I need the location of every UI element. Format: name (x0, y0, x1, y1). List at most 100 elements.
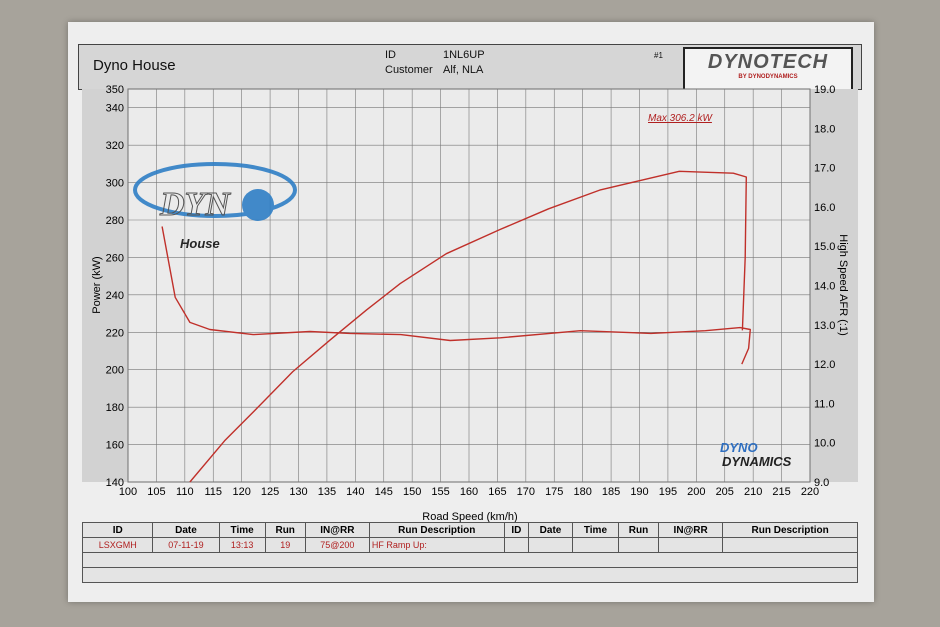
table-cell (617, 537, 660, 553)
x-tick-label: 210 (744, 486, 762, 498)
x-tick-label: 140 (346, 486, 364, 498)
x-tick-label: 215 (772, 486, 790, 498)
svg-text:DYNO: DYNO (720, 440, 758, 455)
column-header: Run Description (368, 522, 505, 538)
table-cell: 19 (264, 537, 306, 553)
dyno-house-logo: DYN House (133, 162, 297, 251)
table-cell (528, 537, 573, 553)
brand-logo-text: DYNOTECH (707, 51, 829, 73)
y-tick-label: 300 (106, 178, 124, 190)
customer-label: Customer (385, 64, 433, 76)
x-tick-label: 200 (687, 486, 705, 498)
series-group (161, 170, 751, 483)
y2-tick-label: 15.0 (814, 241, 835, 253)
right-axis-band (810, 89, 858, 482)
y-tick-label: 240 (106, 290, 124, 302)
column-header: Date (152, 522, 220, 538)
y-tick-label: 160 (106, 440, 124, 452)
y2-tick-label: 16.0 (814, 202, 835, 214)
brand-sub-text: BY DYNODYNAMICS (738, 74, 798, 80)
y-tick-label: 180 (106, 402, 124, 414)
y2-tick-label: 12.0 (814, 359, 835, 371)
run-table-empty-row (82, 552, 858, 568)
svg-text:DYN: DYN (159, 186, 231, 223)
svg-text:House: House (180, 236, 220, 251)
id-label: ID (385, 49, 396, 61)
table-cell: HF Ramp Up: (368, 537, 505, 553)
x-tick-label: 205 (716, 486, 734, 498)
y2-tick-label: 18.0 (814, 123, 835, 135)
grid (127, 88, 811, 483)
x-tick-label: 120 (232, 486, 250, 498)
x-tick-label: 190 (630, 486, 648, 498)
y2-tick-label: 13.0 (814, 320, 835, 332)
left-axis-band (82, 89, 128, 482)
column-header: IN@RR (304, 522, 370, 538)
y2-tick-label: 14.0 (814, 281, 835, 293)
y-tick-label: 320 (106, 140, 124, 152)
y2-tick-label: 11.0 (814, 398, 835, 410)
x-tick-label: 150 (403, 486, 421, 498)
svg-text:DYNAMICS: DYNAMICS (722, 454, 792, 469)
x-tick-label: 160 (460, 486, 478, 498)
x-tick-label: 220 (801, 486, 819, 498)
column-header: Time (571, 522, 620, 538)
afr-curve (161, 226, 751, 365)
run-table-empty-row (82, 567, 858, 583)
y-tick-label: 280 (106, 215, 124, 227)
x-tick-label: 145 (375, 486, 393, 498)
y2-tick-label: 17.0 (814, 163, 835, 175)
y2-tick-label: 10.0 (814, 438, 835, 450)
table-cell (571, 537, 620, 553)
column-header: Run Description (722, 522, 858, 538)
table-cell (658, 537, 724, 553)
run-table: ID Date Time Run IN@RR Run Description ID Date T… (81, 522, 858, 583)
column-header: Time (218, 522, 266, 538)
page-number: #1 (654, 51, 663, 60)
x-tick-label: 130 (289, 486, 307, 498)
table-cell (722, 537, 858, 553)
x-tick-label: 170 (517, 486, 535, 498)
x-tick-label: 180 (573, 486, 591, 498)
column-header: Run (264, 522, 306, 538)
y-tick-label: 350 (106, 84, 124, 96)
table-cell: LSXGMH (81, 537, 154, 553)
x-axis-label: Road Speed (km/h) (422, 511, 517, 523)
run-table-row: LSXGMH 07-11-19 13:13 19 75@200 HF Ramp Up: (81, 537, 858, 553)
y-tick-label: 140 (106, 477, 124, 489)
dynodynamics-logo: DYNO DYNAMICS (720, 440, 792, 469)
x-tick-label: 100 (119, 486, 137, 498)
column-header: Date (528, 522, 573, 538)
table-cell: 07-11-19 (152, 537, 220, 553)
column-header: ID (81, 522, 154, 538)
y-tick-label: 200 (106, 365, 124, 377)
tick-labels: 100 105 110 115 120 125 130 135 140 145 150 155 160 1… (106, 84, 836, 498)
x-tick-label: 125 (261, 486, 279, 498)
max-power-annotation: Max 306.2 kW (648, 113, 713, 124)
y-tick-label: 220 (106, 327, 124, 339)
x-tick-label: 105 (147, 486, 165, 498)
table-cell (503, 537, 530, 553)
y2-tick-label: 19.0 (814, 84, 835, 96)
dynotech-logo: DYNOTECH BY DYNODYNAMICS (683, 47, 853, 91)
y-axis-label: Power (kW) (91, 256, 103, 313)
column-header: IN@RR (658, 522, 724, 538)
table-cell: 75@200 (304, 537, 370, 553)
table-cell: 13:13 (218, 537, 266, 553)
y2-tick-label: 9.0 (814, 477, 829, 489)
x-tick-label: 135 (318, 486, 336, 498)
x-tick-label: 115 (204, 486, 222, 498)
x-tick-label: 185 (602, 486, 620, 498)
y-tick-label: 260 (106, 252, 124, 264)
x-tick-label: 110 (176, 486, 194, 498)
x-tick-label: 175 (545, 486, 563, 498)
power-curve (189, 170, 747, 483)
customer-value: Alf, NLA (443, 64, 484, 76)
y2-axis-label: High Speed AFR (:1) (837, 234, 849, 336)
id-value: 1NL6UP (443, 49, 485, 61)
run-table-header: ID Date Time Run IN@RR Run Description ID Date T… (81, 522, 858, 538)
column-header: Run (617, 522, 660, 538)
shop-name: Dyno House (93, 57, 176, 74)
x-tick-label: 195 (659, 486, 677, 498)
